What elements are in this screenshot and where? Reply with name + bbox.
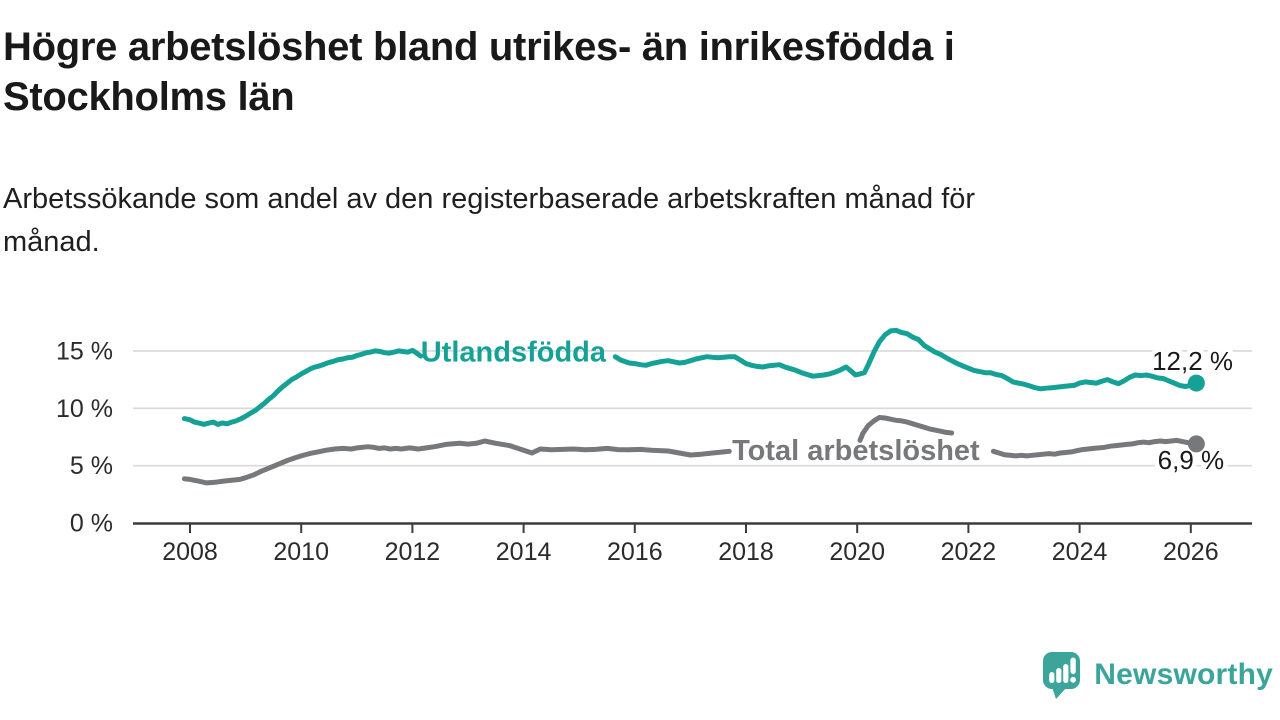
series-line bbox=[857, 415, 955, 443]
x-tick-label: 2008 bbox=[162, 538, 218, 566]
series-line bbox=[612, 327, 1199, 392]
y-tick-label: 0 % bbox=[70, 510, 113, 538]
y-tick-label: 5 % bbox=[70, 452, 113, 480]
x-tick-label: 2020 bbox=[829, 538, 885, 566]
x-tick-label: 2022 bbox=[941, 538, 997, 566]
annotation-total-arbetsl-shet: Total arbetslöshet bbox=[732, 435, 980, 467]
x-tick-label: 2024 bbox=[1052, 538, 1108, 566]
x-tick-label: 2010 bbox=[273, 538, 329, 566]
title-line-1: Högre arbetslöshet bland utrikes- än inr… bbox=[3, 25, 955, 69]
chart-subtitle: Arbetssökande som andel av den registerb… bbox=[3, 178, 1183, 264]
x-tick-label: 2018 bbox=[718, 538, 774, 566]
y-tick-label: 10 % bbox=[56, 395, 113, 423]
series-line bbox=[990, 437, 1199, 459]
subtitle-line-2: månad. bbox=[3, 226, 100, 258]
series-line bbox=[181, 347, 424, 427]
x-tick-label: 2016 bbox=[607, 538, 663, 566]
annotation-12-2-: 12,2 % bbox=[1152, 346, 1233, 376]
speech-bubble-bar-chart-icon bbox=[1043, 652, 1081, 699]
title-line-2: Stockholms län bbox=[3, 75, 295, 119]
page-title: Högre arbetslöshet bland utrikes- än inr… bbox=[3, 22, 1123, 122]
x-tick-label: 2012 bbox=[385, 538, 441, 566]
y-tick-label: 15 % bbox=[56, 337, 113, 365]
series-line bbox=[181, 438, 732, 486]
annotation-utlandsf-dda: Utlandsfödda bbox=[421, 336, 607, 368]
x-tick-label: 2026 bbox=[1163, 538, 1219, 566]
series-end-dot bbox=[1187, 435, 1205, 453]
brand-name: Newsworthy bbox=[1094, 658, 1273, 691]
series-end-dot bbox=[1187, 374, 1205, 392]
newsworthy-logo: Newsworthy bbox=[1040, 649, 1273, 701]
x-tick-label: 2014 bbox=[496, 538, 552, 566]
subtitle-line-1: Arbetssökande som andel av den registerb… bbox=[3, 183, 976, 215]
